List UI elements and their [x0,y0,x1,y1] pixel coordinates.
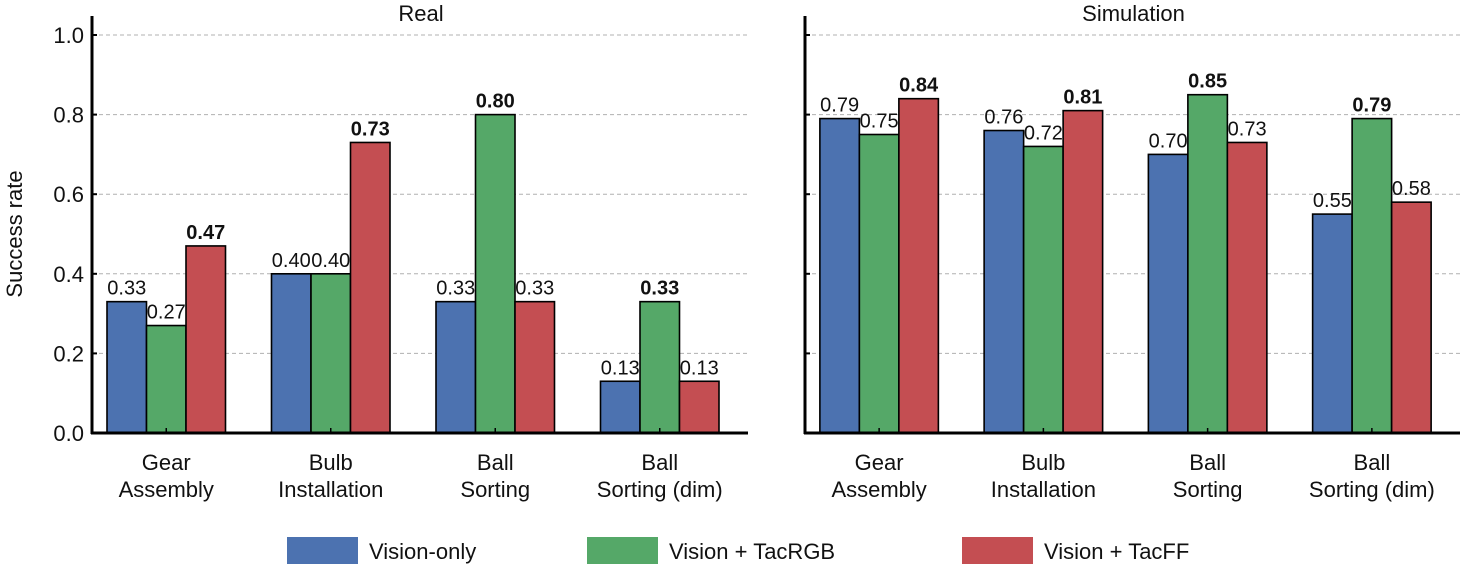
bar [1022,145,1064,434]
bar [1311,213,1353,434]
legend-swatch [287,537,358,564]
data-label: 0.47 [186,222,225,244]
data-label: 0.40 [311,250,350,272]
data-label: 0.33 [436,278,475,300]
bar [599,380,641,434]
data-label: 0.79 [1352,95,1391,117]
y-axis-label: Success rate [2,170,27,297]
data-label: 0.81 [1063,87,1102,109]
x-tick-label: Installation [991,477,1096,502]
legend-label: Vision + TacFF [1044,539,1189,564]
data-label: 0.72 [1024,122,1063,144]
x-tick-label: Ball [477,450,514,475]
legend-label: Vision-only [369,539,476,564]
x-tick-label: Gear [142,450,191,475]
bar [1062,109,1104,434]
bar [983,129,1025,434]
x-tick-label: Assembly [119,477,214,502]
data-label: 0.33 [107,278,146,300]
bar [435,300,477,434]
data-label: 0.73 [1228,118,1267,140]
panel-title: Simulation [1082,1,1185,26]
bar [270,272,312,434]
panel-title: Real [398,1,443,26]
bar [898,97,940,434]
data-label: 0.55 [1313,190,1352,212]
bar [678,380,720,434]
y-tick-label: 0.2 [53,341,84,366]
x-tick-label: Ball [1354,450,1391,475]
bar [819,117,861,434]
y-tick-label: 1.0 [53,23,84,48]
data-label: 0.85 [1188,71,1227,93]
data-label: 0.80 [476,91,515,113]
x-tick-label: Bulb [1021,450,1065,475]
x-tick-label: Ball [1189,450,1226,475]
panel-simulation: Simulation0.790.750.84GearAssembly0.760.… [803,1,1462,502]
bar [185,245,227,434]
x-tick-label: Sorting [1173,477,1243,502]
legend-swatch [962,537,1033,564]
data-label: 0.27 [147,302,186,324]
data-label: 0.84 [899,75,939,97]
x-tick-label: Sorting [460,477,530,502]
x-tick-label: Installation [278,477,383,502]
bar [106,300,148,434]
legend: Vision-only Vision + TacRGB Vision + TacFF [287,537,1189,564]
bar [474,113,516,434]
data-label: 0.79 [820,95,859,117]
y-tick-label: 0.0 [53,421,84,446]
bar [1226,141,1268,434]
bar [639,300,681,434]
bar [145,324,187,434]
data-label: 0.13 [680,357,719,379]
bar [1187,93,1229,434]
data-label: 0.76 [984,107,1023,129]
bar [858,133,900,434]
x-tick-label: Bulb [309,450,353,475]
data-label: 0.33 [515,278,554,300]
data-label: 0.13 [601,357,640,379]
y-tick-label: 0.8 [53,103,84,128]
x-tick-label: Sorting (dim) [1309,477,1435,502]
y-tick-label: 0.4 [53,262,84,287]
x-tick-label: Gear [855,450,904,475]
x-tick-label: Ball [641,450,678,475]
data-label: 0.75 [860,111,899,133]
legend-label: Vision + TacRGB [669,539,835,564]
x-tick-label: Assembly [831,477,926,502]
data-label: 0.58 [1392,178,1431,200]
bar [1351,117,1393,434]
bar [514,300,556,434]
y-tick-label: 0.6 [53,182,84,207]
data-label: 0.70 [1149,130,1188,152]
legend-swatch [587,537,658,564]
bar [310,272,352,434]
bar [1390,201,1432,434]
x-tick-label: Sorting (dim) [597,477,723,502]
data-label: 0.73 [351,118,390,140]
data-label: 0.40 [272,250,311,272]
data-label: 0.33 [640,278,679,300]
bar [1147,153,1189,434]
bar [349,141,391,434]
